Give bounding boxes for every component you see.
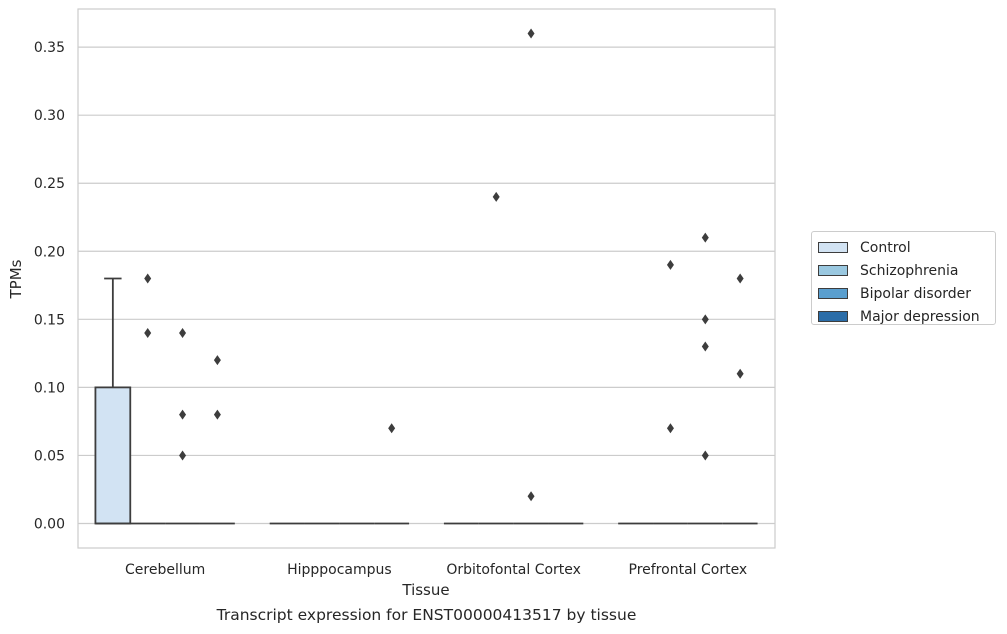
x-tick-label: Orbitofontal Cortex: [446, 562, 581, 578]
y-tick-label: 0.35: [34, 40, 65, 56]
outlier-point: [736, 368, 744, 379]
x-tick-label: Cerebellum: [125, 562, 205, 578]
legend-label: Major depression: [860, 308, 980, 325]
outlier-point: [179, 327, 187, 338]
outlier-point: [388, 423, 396, 434]
box: [94, 386, 132, 525]
outlier-point: [666, 423, 674, 434]
legend-item: Major depression: [818, 305, 989, 328]
x-tick-labels: Cerebellum Hipppocampus Orbitofontal Corte…: [125, 562, 747, 578]
outlier-point: [213, 355, 221, 366]
legend-item: Control: [818, 236, 989, 259]
y-tick-label: 0.10: [34, 380, 65, 396]
y-tick-label: 0.00: [34, 517, 65, 533]
legend-swatch: [818, 242, 848, 253]
outlier-point: [144, 273, 152, 284]
x-axis-label: Tissue: [401, 581, 449, 599]
chart-caption: Transcript expression for ENST0000041351…: [216, 606, 637, 624]
x-tick-label: Prefrontal Cortex: [629, 562, 748, 578]
legend-swatch: [818, 311, 848, 322]
y-axis-label: TPMs: [7, 259, 25, 299]
y-tick-label: 0.20: [34, 244, 65, 260]
legend-item: Bipolar disorder: [818, 282, 989, 305]
outlier-point: [736, 273, 744, 284]
y-tick-label: 0.25: [34, 176, 65, 192]
legend-label: Control: [860, 239, 911, 256]
outlier-point: [213, 409, 221, 420]
boxes: [94, 277, 758, 525]
legend-label: Bipolar disorder: [860, 285, 972, 302]
outlier-point: [179, 409, 187, 420]
legend-item: Schizophrenia: [818, 259, 989, 282]
legend-label: Schizophrenia: [860, 262, 959, 279]
outlier-point: [701, 341, 709, 352]
outlier-point: [179, 450, 187, 461]
outlier-point: [492, 191, 500, 202]
legend-swatch: [818, 288, 848, 299]
y-tick-label: 0.30: [34, 108, 65, 124]
outlier-point: [527, 28, 535, 39]
outlier-point: [701, 450, 709, 461]
outlier-point: [701, 232, 709, 243]
y-tick-labels: 0.00 0.05 0.10 0.15 0.20 0.25 0.30 0.35: [34, 40, 65, 532]
y-tick-label: 0.05: [34, 448, 65, 464]
legend-swatch: [818, 265, 848, 276]
x-tick-label: Hipppocampus: [287, 562, 392, 578]
outlier-point: [666, 259, 674, 270]
plot-area: [77, 8, 776, 549]
y-tick-label: 0.15: [34, 312, 65, 328]
outlier-point: [144, 327, 152, 338]
outliers: [144, 28, 744, 502]
legend: Control Schizophrenia Bipolar disorder Majo…: [811, 231, 996, 325]
outlier-point: [701, 314, 709, 325]
outlier-point: [527, 491, 535, 502]
